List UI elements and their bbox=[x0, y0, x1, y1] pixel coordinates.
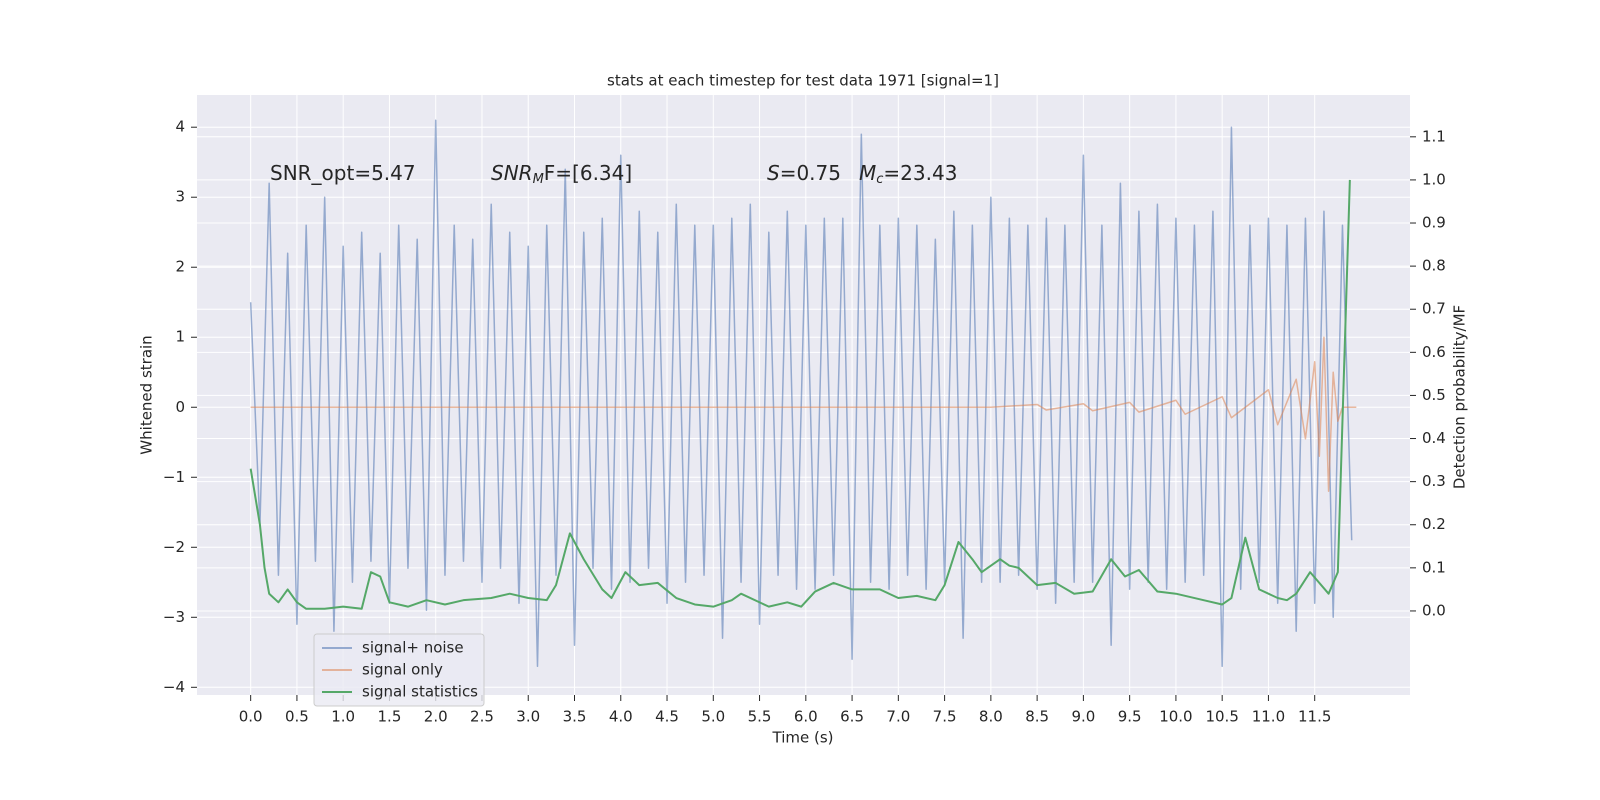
x-tick-label: 5.0 bbox=[701, 708, 725, 726]
y2-axis-label: Detection probability/MF bbox=[1451, 305, 1469, 489]
y-tick-label: 1 bbox=[175, 328, 185, 346]
legend-label: signal statistics bbox=[362, 683, 478, 701]
x-tick-label: 8.5 bbox=[1025, 708, 1049, 726]
y-tick-label: −1 bbox=[163, 468, 185, 486]
y2-tick-label: 1.0 bbox=[1422, 170, 1446, 188]
x-tick-label: 1.0 bbox=[331, 708, 355, 726]
x-tick-label: 4.0 bbox=[609, 708, 633, 726]
y2-tick-label: 1.1 bbox=[1422, 127, 1446, 145]
annotation-part: =0.75 bbox=[780, 161, 841, 185]
axes: 0.0 0.5 1.0 1.5 2.0 2.5 3.0 3.5 4.0 4.5 5.0 5.5 6.0 6… bbox=[163, 118, 1446, 726]
x-tick-label: 3.5 bbox=[563, 708, 587, 726]
annotation-part: M bbox=[533, 172, 544, 187]
x-tick-label: 1.5 bbox=[378, 708, 402, 726]
grid bbox=[197, 95, 1410, 695]
annotation-part: F=[6.34] bbox=[544, 161, 632, 185]
y2-tick-label: 0.3 bbox=[1422, 472, 1446, 490]
marks bbox=[249, 119, 1357, 668]
annotation-part: S bbox=[767, 161, 780, 185]
annotation-part: SNR_opt=5.47 bbox=[270, 161, 416, 185]
x-tick-label: 9.5 bbox=[1118, 708, 1142, 726]
y2-tick-label: 0.5 bbox=[1422, 386, 1446, 404]
x-tick-label: 7.5 bbox=[933, 708, 957, 726]
y-tick-label: −2 bbox=[163, 538, 185, 556]
y-tick-label: 4 bbox=[175, 118, 185, 136]
y-tick-label: 2 bbox=[175, 258, 185, 276]
x-tick-label: 0.5 bbox=[285, 708, 309, 726]
y2-tick-label: 0.4 bbox=[1422, 429, 1446, 447]
annotation-part: c bbox=[876, 172, 883, 187]
annotation-part: =23.43 bbox=[883, 161, 957, 185]
y-tick-label: 3 bbox=[175, 188, 185, 206]
x-tick-label: 10.0 bbox=[1159, 708, 1192, 726]
x-tick-label: 3.0 bbox=[516, 708, 540, 726]
y2-tick-label: 0.6 bbox=[1422, 343, 1446, 361]
legend-box bbox=[313, 633, 485, 707]
annotations: SNR_opt=5.47 SNRMF=[6.34] S=0.75 Mc=23.4… bbox=[270, 161, 957, 187]
x-tick-label: 11.0 bbox=[1252, 708, 1285, 726]
y-tick-label: −3 bbox=[163, 608, 185, 626]
x-axis-label: Time (s) bbox=[772, 729, 834, 747]
x-tick-label: 10.5 bbox=[1205, 708, 1238, 726]
x-tick-label: 9.0 bbox=[1071, 708, 1095, 726]
y-axis-label: Whitened strain bbox=[138, 335, 156, 454]
legend-label: signal+ noise bbox=[362, 639, 464, 657]
y2-tick-label: 0.8 bbox=[1422, 257, 1446, 275]
x-tick-label: 0.0 bbox=[239, 708, 263, 726]
legend-label: signal only bbox=[362, 661, 443, 679]
y2-tick-label: 0.2 bbox=[1422, 515, 1446, 533]
x-tick-label: 6.0 bbox=[794, 708, 818, 726]
x-tick-label: 2.5 bbox=[470, 708, 494, 726]
x-tick-label: 4.5 bbox=[655, 708, 679, 726]
y2-tick-label: 0.1 bbox=[1422, 558, 1446, 576]
y2-tick-label: 0.7 bbox=[1422, 300, 1446, 318]
series-line bbox=[250, 336, 1357, 493]
annotation-part: M bbox=[859, 161, 876, 185]
y-tick-label: 0 bbox=[175, 398, 185, 416]
annotation-part: SNR bbox=[491, 161, 533, 185]
y2-tick-label: 0.0 bbox=[1422, 601, 1446, 619]
series-line bbox=[249, 179, 1351, 610]
annotation: S=0.75 bbox=[767, 161, 841, 185]
annotation: SNR_opt=5.47 bbox=[270, 161, 416, 185]
chart-title: stats at each timestep for test data 197… bbox=[607, 72, 999, 90]
x-tick-label: 6.5 bbox=[840, 708, 864, 726]
legend: signal+ noise signal only signal statistic… bbox=[313, 633, 485, 707]
y2-tick-label: 0.9 bbox=[1422, 214, 1446, 232]
y-tick-label: −4 bbox=[163, 678, 185, 696]
x-tick-label: 8.0 bbox=[979, 708, 1003, 726]
x-tick-label: 7.0 bbox=[886, 708, 910, 726]
annotation: SNRMF=[6.34] bbox=[491, 161, 632, 187]
x-tick-label: 11.5 bbox=[1298, 708, 1331, 726]
x-tick-label: 2.0 bbox=[424, 708, 448, 726]
x-tick-label: 5.5 bbox=[748, 708, 772, 726]
annotation: Mc=23.43 bbox=[859, 161, 957, 187]
